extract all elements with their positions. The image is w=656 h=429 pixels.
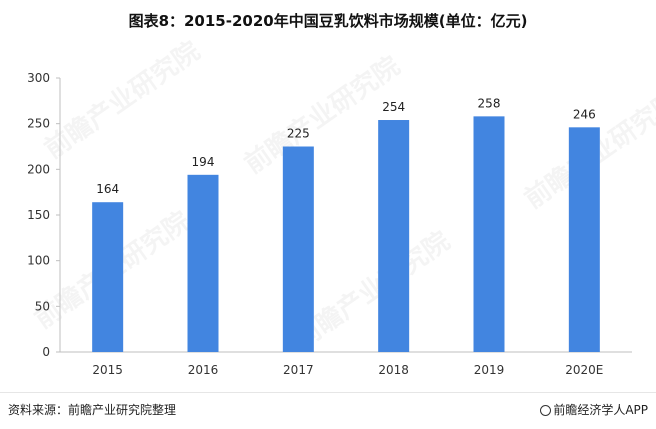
y-tick-label: 200 — [27, 162, 50, 176]
y-tick-label: 100 — [27, 254, 50, 268]
y-tick-label: 300 — [27, 71, 50, 85]
brand-logo-icon — [540, 405, 552, 416]
x-tick-label: 2018 — [378, 363, 409, 377]
y-tick-label: 0 — [42, 345, 50, 359]
bars — [92, 116, 600, 352]
x-tick-label: 2015 — [92, 363, 123, 377]
chart-title: 图表8：2015-2020年中国豆乳饮料市场规模(单位：亿元) — [128, 12, 528, 30]
bar — [473, 116, 505, 352]
y-tick-label: 250 — [27, 117, 50, 131]
brand-text: 前瞻经济学人APP — [553, 403, 648, 417]
data-label: 194 — [192, 155, 215, 169]
data-label: 254 — [382, 100, 405, 114]
bar — [282, 146, 314, 352]
x-tick-label: 2016 — [188, 363, 219, 377]
y-tick-label: 150 — [27, 208, 50, 222]
footer-divider — [0, 392, 656, 393]
y-axis: 0 50 100 150 200 250 300 — [27, 71, 61, 359]
x-tick-label: 2020E — [565, 363, 603, 377]
x-tick-label: 2019 — [474, 363, 505, 377]
bar — [568, 127, 600, 352]
data-label: 164 — [96, 182, 119, 196]
x-tick-label: 2017 — [283, 363, 314, 377]
source-note: 资料来源：前瞻产业研究院整理 — [8, 403, 177, 417]
bar — [92, 202, 124, 352]
bar — [187, 174, 219, 352]
data-label: 225 — [287, 127, 310, 141]
data-label: 246 — [573, 107, 596, 121]
y-tick-label: 50 — [35, 299, 50, 313]
data-labels: 164 194 225 254 258 246 — [96, 96, 596, 196]
x-axis: 2015 2016 2017 2018 2019 2020E — [60, 351, 632, 377]
brand-note: 前瞻经济学人APP — [540, 401, 648, 418]
bar — [378, 120, 410, 352]
data-label: 258 — [478, 96, 501, 110]
